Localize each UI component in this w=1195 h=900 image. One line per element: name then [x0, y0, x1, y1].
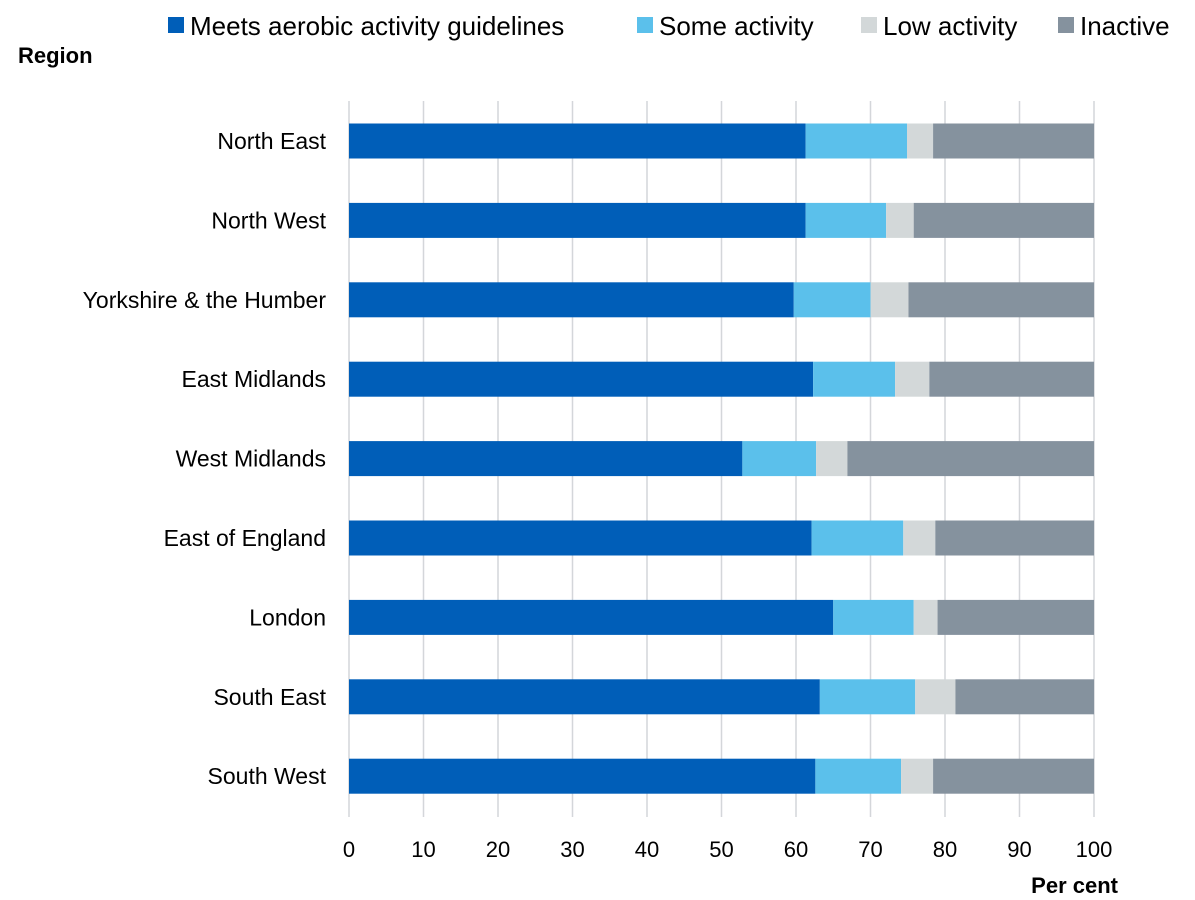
legend-swatch-meets-aerobic-activity-guidelines	[168, 17, 184, 33]
legend-label-some-activity: Some activity	[659, 11, 814, 41]
bar-meets-aerobic-activity-guidelines-north-east	[349, 123, 806, 159]
bar-inactive-east-of-england	[935, 520, 1094, 556]
x-tick-label: 10	[411, 837, 435, 862]
category-labels: North East North West Yorkshire & the Humb…	[83, 128, 327, 789]
x-tick-label: 80	[933, 837, 957, 862]
bar-some-activity-north-west	[805, 202, 887, 238]
bar-some-activity-east-midlands	[813, 361, 896, 397]
bar-meets-aerobic-activity-guidelines-east-midlands	[349, 361, 814, 397]
category-label: Yorkshire & the Humber	[83, 287, 327, 313]
category-label: East Midlands	[182, 366, 326, 392]
bar-inactive-london	[937, 599, 1094, 635]
bar-low-activity-west-midlands	[816, 441, 848, 477]
x-tick-label: 20	[486, 837, 510, 862]
bar-low-activity-north-west	[886, 202, 914, 238]
category-label: North West	[211, 207, 326, 233]
category-label: South East	[213, 684, 326, 710]
legend-label-meets-aerobic-activity-guidelines: Meets aerobic activity guidelines	[190, 11, 564, 41]
bar-inactive-west-midlands	[847, 441, 1094, 477]
bar-low-activity-north-east	[907, 123, 934, 159]
x-axis-title: Per cent	[1031, 873, 1118, 898]
x-tick-label: 50	[709, 837, 733, 862]
x-tick-label: 40	[635, 837, 659, 862]
x-tick-label: 70	[858, 837, 882, 862]
bar-inactive-north-west	[913, 202, 1094, 238]
bar-low-activity-east-of-england	[903, 520, 936, 556]
legend: Meets aerobic activity guidelines Some ac…	[168, 11, 1170, 41]
bar-meets-aerobic-activity-guidelines-west-midlands	[349, 441, 743, 477]
bar-low-activity-south-west	[901, 758, 934, 794]
bar-some-activity-south-west	[815, 758, 902, 794]
x-tick-label: 0	[343, 837, 355, 862]
bar-inactive-east-midlands	[929, 361, 1094, 397]
x-tick-label: 100	[1076, 837, 1113, 862]
y-axis-title: Region	[18, 43, 93, 68]
bar-meets-aerobic-activity-guidelines-south-east	[349, 679, 820, 715]
bar-low-activity-london	[913, 599, 938, 635]
category-label: North East	[217, 128, 326, 154]
legend-swatch-some-activity	[637, 17, 653, 33]
bar-some-activity-north-east	[805, 123, 908, 159]
x-tick-label: 30	[560, 837, 584, 862]
bar-low-activity-east-midlands	[895, 361, 930, 397]
bar-some-activity-west-midlands	[742, 441, 817, 477]
x-tick-label: 90	[1007, 837, 1031, 862]
bar-meets-aerobic-activity-guidelines-east-of-england	[349, 520, 812, 556]
bar-inactive-south-west	[933, 758, 1094, 794]
category-label: South West	[208, 763, 327, 789]
bar-low-activity-yorkshire-and-the-humber	[870, 282, 909, 318]
legend-swatch-low-activity	[861, 17, 877, 33]
bar-some-activity-london	[833, 599, 914, 635]
legend-swatch-inactive	[1058, 17, 1074, 33]
category-label: London	[249, 604, 326, 630]
legend-label-inactive: Inactive	[1080, 11, 1170, 41]
x-tick-labels: 0 10 20 30 40 50 60 70 80 90 100	[343, 837, 1112, 862]
bar-meets-aerobic-activity-guidelines-london	[349, 599, 834, 635]
bar-inactive-south-east	[955, 679, 1094, 715]
bars	[349, 123, 1094, 794]
bar-some-activity-yorkshire-and-the-humber	[793, 282, 871, 318]
category-label: East of England	[164, 525, 326, 551]
bar-inactive-yorkshire-and-the-humber	[908, 282, 1094, 318]
category-label: West Midlands	[176, 446, 326, 472]
bar-some-activity-south-east	[819, 679, 916, 715]
bar-meets-aerobic-activity-guidelines-yorkshire-and-the-humber	[349, 282, 794, 318]
bar-some-activity-east-of-england	[811, 520, 904, 556]
bar-low-activity-south-east	[915, 679, 956, 715]
bar-meets-aerobic-activity-guidelines-north-west	[349, 202, 806, 238]
bar-inactive-north-east	[933, 123, 1094, 159]
x-tick-label: 60	[784, 837, 808, 862]
bar-meets-aerobic-activity-guidelines-south-west	[349, 758, 816, 794]
legend-label-low-activity: Low activity	[883, 11, 1017, 41]
